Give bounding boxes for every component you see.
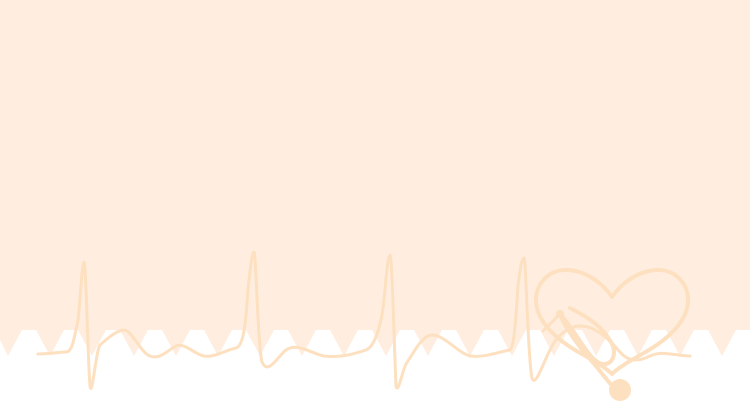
heart-icon: [534, 268, 690, 376]
peach-background-zigzag: [0, 0, 750, 356]
stethoscope-icon: [541, 306, 631, 401]
ecg-heartbeat-line: [36, 250, 692, 390]
